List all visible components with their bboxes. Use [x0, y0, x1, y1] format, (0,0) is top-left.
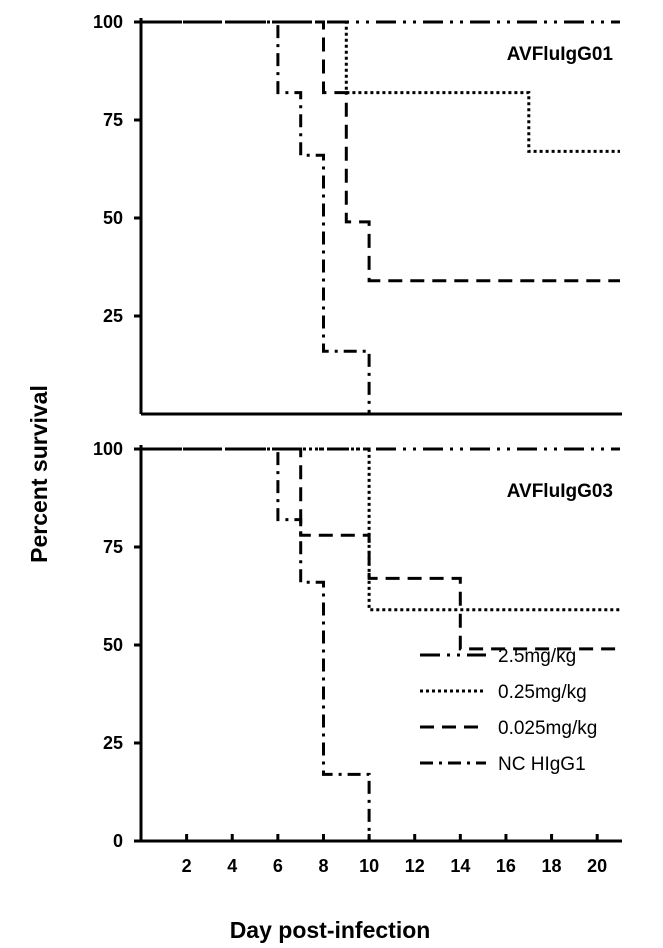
- x-tick-label: 8: [318, 856, 328, 876]
- legend-item: 2.5mg/kg: [420, 646, 576, 667]
- legend: 2.5mg/kg 0.25mg/kg 0.025mg/kg NC HIgG1: [420, 646, 597, 775]
- legend-label: 0.25mg/kg: [498, 682, 587, 703]
- legend-item: NC HIgG1: [420, 754, 586, 775]
- panel-1: 25 50 75 100 AVFluIgG01: [93, 12, 622, 416]
- y-tick-label: 50: [103, 635, 123, 655]
- panels: 25 50 75 100 AVFluIgG01 0 25 50 75 100 2 4 6 8 10 12 14 1…: [93, 12, 622, 876]
- y-tick-label: 75: [103, 110, 123, 130]
- series-line-0-25mg-kg: [141, 447, 620, 612]
- series-line-0-025mg-kg: [141, 447, 620, 651]
- panel-label: AVFluIgG01: [507, 44, 614, 65]
- legend-label: 2.5mg/kg: [498, 646, 576, 667]
- x-tick-label: 14: [450, 856, 470, 876]
- y-tick-label: 50: [103, 208, 123, 228]
- x-tick-label: 2: [182, 856, 192, 876]
- y-axis-title: Percent survival: [26, 385, 52, 563]
- y-tick-label: 100: [93, 12, 123, 32]
- legend-item: 0.25mg/kg: [420, 682, 587, 703]
- x-tick-label: 18: [542, 856, 562, 876]
- legend-item: 0.025mg/kg: [420, 718, 597, 739]
- y-tick-label: 25: [103, 306, 123, 326]
- x-tick-label: 12: [405, 856, 425, 876]
- x-tick-label: 20: [587, 856, 607, 876]
- series-line-nc-higg1: [141, 447, 620, 843]
- series-line-0-025mg-kg: [141, 20, 620, 283]
- y-tick-label: 100: [93, 439, 123, 459]
- y-tick-label: 0: [113, 831, 123, 851]
- x-tick-label: 4: [227, 856, 237, 876]
- series-line-0-25mg-kg: [141, 20, 620, 153]
- x-tick-label: 10: [359, 856, 379, 876]
- legend-label: 0.025mg/kg: [498, 718, 597, 739]
- x-tick-label: 6: [273, 856, 283, 876]
- y-tick-label: 25: [103, 733, 123, 753]
- x-axis-title: Day post-infection: [230, 917, 431, 943]
- panel-label: AVFluIgG03: [507, 481, 613, 502]
- series-line-nc-higg1: [141, 20, 620, 416]
- y-tick-label: 75: [103, 537, 123, 557]
- legend-label: NC HIgG1: [498, 754, 586, 775]
- panel-2: 0 25 50 75 100 2 4 6 8 10 12 14 16 18 20 AVFluIgG03: [93, 439, 622, 876]
- x-tick-label: 16: [496, 856, 516, 876]
